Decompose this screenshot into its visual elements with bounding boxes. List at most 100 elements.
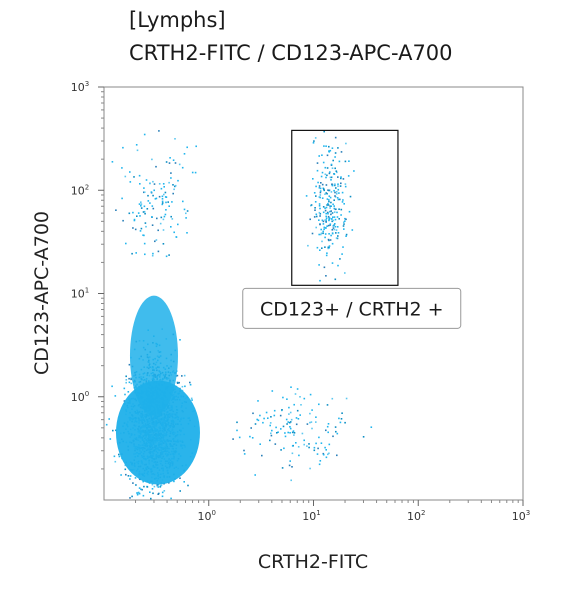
event-point bbox=[320, 232, 323, 235]
event-point bbox=[171, 218, 174, 220]
event-point bbox=[327, 246, 330, 249]
event-point bbox=[327, 247, 329, 250]
event-point bbox=[271, 429, 273, 432]
event-point bbox=[184, 385, 186, 388]
x-axis-label: CRTH2-FITC bbox=[258, 551, 368, 573]
event-point bbox=[111, 161, 114, 163]
event-point bbox=[299, 414, 301, 416]
event-point bbox=[300, 404, 302, 406]
event-point bbox=[271, 390, 274, 392]
event-point bbox=[334, 184, 336, 187]
event-point bbox=[321, 247, 323, 249]
event-point bbox=[331, 183, 333, 185]
event-point bbox=[325, 176, 327, 179]
event-point bbox=[347, 175, 350, 177]
event-point bbox=[318, 233, 320, 236]
event-point bbox=[132, 211, 134, 214]
event-point bbox=[327, 453, 329, 456]
event-point bbox=[170, 226, 172, 228]
event-point bbox=[108, 418, 110, 420]
event-point bbox=[172, 192, 174, 195]
event-point bbox=[153, 189, 155, 192]
event-point bbox=[174, 138, 176, 140]
event-point bbox=[326, 225, 328, 227]
gate-rectangle[interactable] bbox=[291, 129, 399, 286]
event-point bbox=[324, 446, 326, 449]
event-point bbox=[289, 411, 292, 414]
event-point bbox=[318, 264, 320, 266]
event-point bbox=[311, 232, 314, 235]
event-point bbox=[329, 224, 331, 226]
event-point bbox=[144, 222, 147, 224]
event-point bbox=[296, 409, 299, 412]
event-point bbox=[236, 429, 238, 432]
y-tick-label: 103 bbox=[71, 80, 89, 94]
event-point bbox=[249, 435, 251, 438]
event-point bbox=[160, 187, 163, 190]
event-point bbox=[330, 176, 333, 179]
event-point bbox=[313, 216, 316, 218]
event-point bbox=[324, 173, 327, 176]
event-point bbox=[137, 212, 140, 214]
event-point bbox=[132, 227, 134, 229]
event-point bbox=[345, 235, 347, 237]
event-point bbox=[130, 377, 132, 380]
event-point bbox=[340, 208, 343, 211]
event-point bbox=[319, 190, 322, 192]
event-point bbox=[124, 175, 127, 178]
event-point bbox=[140, 203, 143, 205]
event-point bbox=[324, 236, 326, 239]
y-axis-label: CD123-APC-A700 bbox=[31, 211, 53, 375]
event-point bbox=[140, 207, 143, 209]
event-point bbox=[333, 228, 336, 231]
event-point bbox=[284, 435, 287, 438]
event-point bbox=[170, 497, 172, 500]
event-point bbox=[338, 218, 340, 220]
event-point bbox=[161, 491, 164, 494]
event-point bbox=[132, 482, 134, 484]
event-point bbox=[163, 490, 166, 492]
event-point bbox=[144, 212, 146, 215]
event-point bbox=[134, 477, 137, 479]
event-point bbox=[336, 432, 339, 435]
event-point bbox=[151, 216, 153, 218]
event-point bbox=[277, 431, 279, 433]
event-point bbox=[186, 210, 189, 212]
event-point bbox=[147, 200, 150, 202]
event-point bbox=[332, 216, 334, 218]
event-point bbox=[161, 203, 164, 206]
event-point bbox=[152, 194, 154, 197]
event-point bbox=[334, 218, 337, 221]
event-point bbox=[319, 223, 321, 226]
event-point bbox=[322, 230, 324, 233]
event-point bbox=[339, 198, 341, 201]
event-point bbox=[251, 437, 254, 439]
ticks-layer: 100 101 102 103 100 101 102 103 bbox=[71, 80, 530, 523]
event-point bbox=[111, 385, 113, 388]
event-point bbox=[325, 212, 327, 215]
event-point bbox=[145, 225, 147, 228]
event-point bbox=[162, 243, 165, 245]
event-point bbox=[124, 393, 126, 396]
event-point bbox=[344, 183, 347, 185]
event-point bbox=[143, 191, 146, 193]
event-point bbox=[370, 426, 373, 428]
event-point bbox=[168, 254, 170, 256]
event-point bbox=[335, 191, 338, 193]
event-point bbox=[335, 232, 337, 234]
event-point bbox=[113, 455, 116, 458]
event-point bbox=[257, 419, 260, 422]
population-2 bbox=[232, 386, 373, 482]
event-point bbox=[341, 201, 344, 203]
event-point bbox=[328, 195, 331, 197]
event-point bbox=[348, 160, 350, 162]
event-point bbox=[345, 142, 347, 145]
event-point bbox=[348, 210, 351, 213]
event-point bbox=[321, 219, 324, 222]
event-point bbox=[337, 185, 339, 187]
event-point bbox=[328, 172, 331, 175]
event-point bbox=[135, 484, 137, 486]
event-point bbox=[313, 449, 316, 452]
event-point bbox=[283, 447, 285, 450]
event-point bbox=[252, 412, 254, 415]
